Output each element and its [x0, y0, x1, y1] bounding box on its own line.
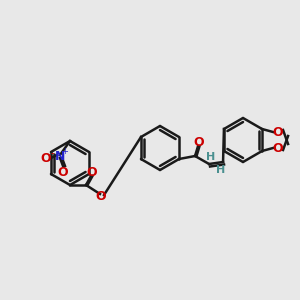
Text: +: + — [61, 146, 68, 155]
Text: O: O — [273, 142, 283, 154]
Text: N: N — [55, 149, 65, 163]
Text: O: O — [194, 136, 204, 148]
Text: O: O — [87, 166, 97, 178]
Text: O: O — [58, 166, 68, 178]
Text: O: O — [96, 190, 106, 203]
Text: H: H — [216, 165, 226, 175]
Text: H: H — [206, 152, 216, 162]
Text: O: O — [41, 152, 51, 164]
Text: -: - — [50, 148, 54, 158]
Text: O: O — [273, 125, 283, 139]
